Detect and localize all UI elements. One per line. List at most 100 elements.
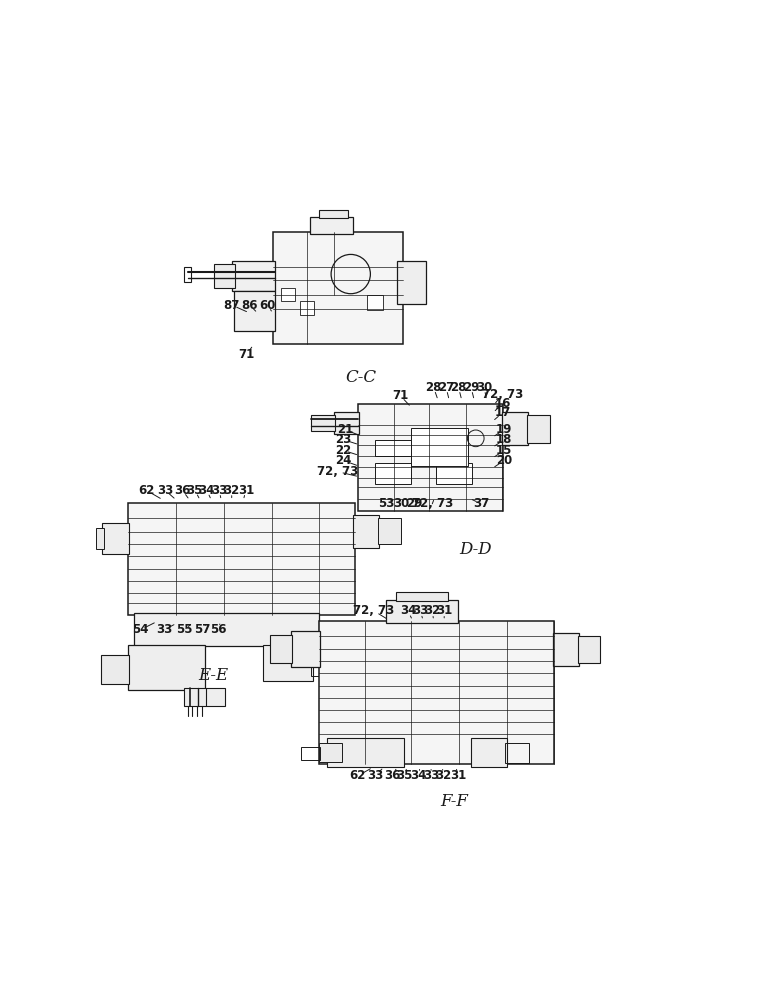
Text: 31: 31: [238, 484, 254, 497]
Bar: [263, 645, 313, 681]
Text: 28: 28: [425, 381, 442, 394]
Text: 18: 18: [496, 433, 512, 446]
Text: 32: 32: [223, 484, 240, 497]
Bar: [375, 440, 411, 456]
Text: 31: 31: [436, 604, 452, 617]
Text: 56: 56: [210, 623, 227, 636]
Text: 55: 55: [176, 623, 192, 636]
Text: E-E: E-E: [198, 667, 228, 684]
Bar: [396, 592, 449, 601]
Text: 35: 35: [396, 769, 412, 782]
Text: 36: 36: [384, 769, 401, 782]
Text: 16: 16: [495, 397, 511, 410]
Bar: [319, 743, 343, 762]
Bar: [184, 267, 191, 282]
Text: C-C: C-C: [346, 369, 376, 386]
Text: 72, 73: 72, 73: [353, 604, 395, 617]
Text: 22: 22: [335, 444, 351, 457]
Text: 31: 31: [450, 769, 467, 782]
Text: 33: 33: [367, 769, 383, 782]
Text: 57: 57: [194, 623, 210, 636]
Text: 32: 32: [435, 769, 452, 782]
Bar: [312, 653, 336, 676]
Text: D-D: D-D: [459, 541, 492, 558]
Text: 34: 34: [399, 604, 416, 617]
Bar: [319, 621, 554, 764]
Bar: [127, 503, 355, 615]
Bar: [502, 412, 528, 445]
Bar: [127, 645, 205, 690]
Bar: [273, 232, 403, 344]
Text: 19: 19: [496, 423, 512, 436]
Bar: [234, 291, 275, 331]
Bar: [270, 635, 293, 663]
Text: 37: 37: [473, 497, 489, 510]
Bar: [436, 463, 472, 484]
Text: 15: 15: [496, 444, 512, 457]
Bar: [353, 515, 379, 548]
Bar: [291, 631, 319, 667]
Bar: [301, 747, 319, 760]
Bar: [327, 738, 404, 767]
Bar: [375, 463, 411, 484]
Text: 33: 33: [423, 769, 439, 782]
Text: 36: 36: [174, 484, 190, 497]
Bar: [102, 523, 129, 554]
Bar: [96, 528, 104, 549]
Bar: [412, 428, 468, 466]
Bar: [471, 738, 507, 767]
Text: 28: 28: [450, 381, 467, 394]
Text: 33: 33: [156, 623, 172, 636]
Bar: [397, 261, 425, 304]
Text: 29: 29: [406, 497, 422, 510]
Bar: [134, 613, 319, 646]
Text: 20: 20: [496, 454, 512, 467]
Text: 72, 73: 72, 73: [412, 497, 453, 510]
Bar: [319, 210, 348, 218]
Bar: [101, 655, 129, 684]
Text: 27: 27: [438, 381, 454, 394]
Text: 72, 73: 72, 73: [482, 388, 523, 401]
Bar: [378, 518, 401, 544]
Text: 62: 62: [349, 769, 366, 782]
Bar: [184, 688, 224, 706]
Text: 24: 24: [335, 454, 351, 467]
Bar: [505, 743, 529, 763]
Text: 62: 62: [137, 484, 154, 497]
Bar: [300, 301, 314, 315]
Bar: [553, 633, 579, 666]
Text: 71: 71: [238, 348, 255, 361]
Text: 17: 17: [495, 406, 511, 419]
Bar: [386, 600, 458, 623]
Text: 29: 29: [463, 381, 479, 394]
Bar: [358, 404, 503, 511]
Text: 53: 53: [378, 497, 394, 510]
Bar: [312, 415, 336, 431]
Text: 30: 30: [476, 381, 492, 394]
Text: 35: 35: [187, 484, 203, 497]
Text: 54: 54: [132, 623, 148, 636]
Bar: [214, 264, 235, 288]
Bar: [367, 295, 383, 310]
Text: F-F: F-F: [440, 793, 468, 810]
Bar: [280, 288, 296, 301]
Text: 86: 86: [241, 299, 258, 312]
Text: 30: 30: [393, 497, 409, 510]
Text: 34: 34: [410, 769, 427, 782]
Text: 60: 60: [260, 299, 276, 312]
Text: 87: 87: [223, 299, 240, 312]
Bar: [578, 636, 600, 663]
Text: 33: 33: [211, 484, 227, 497]
Text: 33: 33: [412, 604, 429, 617]
Text: 23: 23: [335, 433, 351, 446]
Bar: [310, 217, 353, 234]
Bar: [232, 261, 275, 291]
Text: 71: 71: [392, 389, 409, 402]
Text: 72, 73: 72, 73: [317, 465, 359, 478]
Text: 32: 32: [424, 604, 440, 617]
Text: 33: 33: [157, 484, 173, 497]
Bar: [527, 415, 550, 443]
Text: 21: 21: [336, 423, 353, 436]
Bar: [334, 412, 359, 434]
Text: 34: 34: [198, 484, 215, 497]
